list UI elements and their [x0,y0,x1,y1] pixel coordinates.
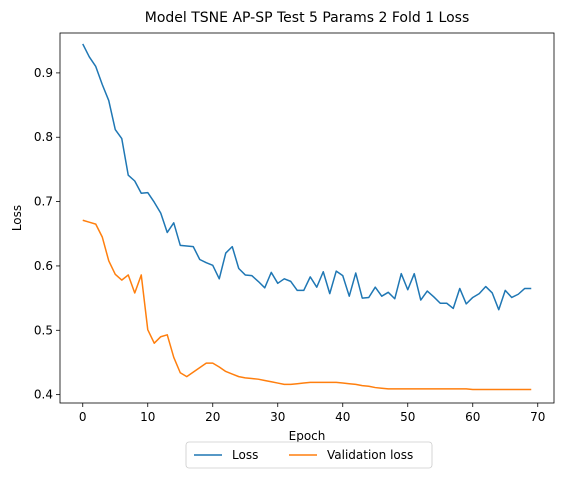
x-tick-label: 0 [79,410,87,424]
x-tick-label: 40 [335,410,350,424]
y-tick-label: 0.6 [34,259,53,273]
x-tick-label: 60 [465,410,480,424]
legend-label-validation-loss: Validation loss [327,448,413,462]
x-axis-label: Epoch [289,429,326,443]
y-tick-label: 0.4 [34,388,53,402]
y-tick-label: 0.8 [34,130,53,144]
axis-ticks: 0 10 20 30 40 50 60 70 0.4 0.5 0.6 0.7 0.8 0.9 [34,66,545,424]
legend-label-loss: Loss [232,448,258,462]
y-tick-label: 0.5 [34,323,53,337]
x-tick-label: 30 [270,410,285,424]
plot-frame [59,32,555,404]
series-line-validation-loss [82,219,532,391]
y-axis-label: Loss [10,205,24,231]
series-lines [82,43,532,391]
x-tick-label: 20 [205,410,220,424]
y-tick-label: 0.7 [34,195,53,209]
x-tick-label: 50 [400,410,415,424]
x-tick-label: 10 [140,410,155,424]
series-line-loss [82,43,532,311]
x-tick-label: 70 [530,410,545,424]
y-tick-label: 0.9 [34,66,53,80]
legend: Loss Validation loss [185,441,433,469]
chart-title: Model TSNE AP-SP Test 5 Params 2 Fold 1 … [145,10,470,26]
